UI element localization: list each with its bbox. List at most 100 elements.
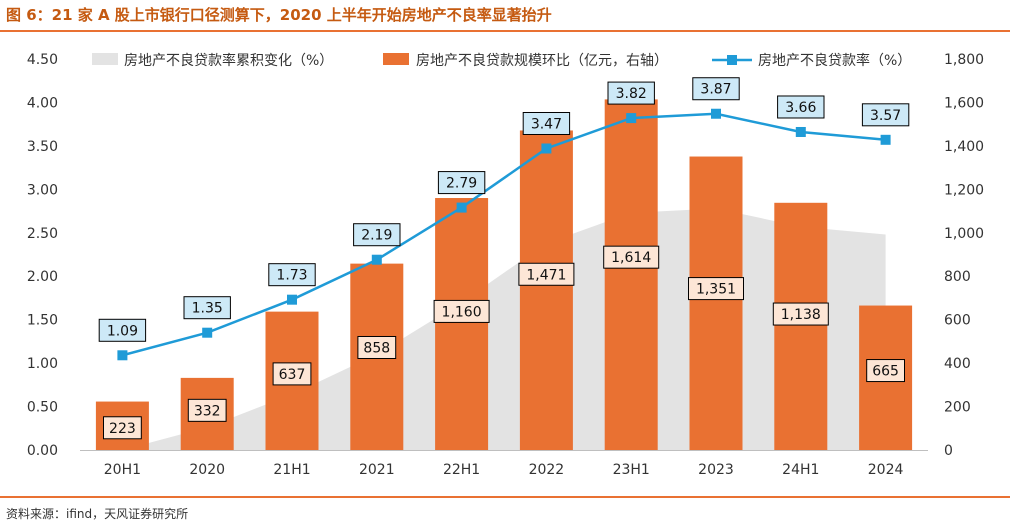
y-right-tick-label: 1,600 — [944, 95, 984, 111]
line-marker-24H1 — [795, 126, 806, 137]
bar-value-label-box — [187, 398, 227, 422]
line-marker-23H1 — [626, 113, 637, 124]
line-value-label-box — [861, 103, 910, 127]
bar-value-label: 332 — [194, 403, 221, 419]
line-value-label: 2.19 — [361, 228, 392, 244]
line-value-label: 3.57 — [870, 108, 901, 124]
x-tick-label: 24H1 — [782, 462, 819, 478]
y-right-tick-label: 400 — [944, 356, 971, 372]
legend-swatch-marker — [727, 55, 737, 65]
bar-value-label-box — [357, 335, 397, 359]
line-marker-2020 — [202, 327, 213, 338]
line-marker-22H1 — [456, 202, 467, 213]
x-tick-label: 2020 — [189, 462, 225, 478]
line-value-label-box — [692, 77, 740, 101]
line-value-label-box — [522, 111, 571, 135]
line-value-label: 3.87 — [700, 82, 731, 98]
line-value-label: 1.35 — [192, 301, 223, 317]
bar-2022 — [519, 130, 573, 450]
y-right-tick-label: 200 — [944, 400, 971, 416]
bar-value-label-box — [518, 262, 575, 286]
y-left-tick-label: 1.00 — [27, 356, 58, 372]
bar-value-label: 1,351 — [696, 282, 736, 298]
y-left-tick-label: 1.50 — [27, 313, 58, 329]
area-series-shape — [122, 208, 886, 450]
bar-value-label: 665 — [872, 364, 899, 380]
bar-24H1 — [774, 202, 828, 450]
y-right-tick-label: 800 — [944, 269, 971, 285]
y-right-tick-label: 1,400 — [944, 139, 984, 155]
y-left-tick-label: 3.50 — [27, 139, 58, 155]
line-marker-2021 — [371, 254, 382, 265]
x-tick-label: 2021 — [359, 462, 395, 478]
x-tick-label: 2022 — [529, 462, 565, 478]
x-tick-label: 2024 — [868, 462, 904, 478]
x-tick-label: 2023 — [698, 462, 734, 478]
area-series-layer — [122, 208, 886, 450]
y-left-tick-label: 2.50 — [27, 226, 58, 242]
legend-swatch-bar — [383, 53, 409, 65]
bar-value-label-box — [272, 362, 312, 386]
line-value-label-box — [353, 223, 401, 247]
line-value-label-box — [777, 95, 825, 119]
bar-value-label: 1,138 — [781, 307, 821, 323]
line-value-label: 3.47 — [531, 116, 562, 132]
y-left-tick-label: 0.50 — [27, 400, 58, 416]
y-right-tick-label: 1,200 — [944, 182, 984, 198]
line-value-label: 3.66 — [785, 100, 816, 116]
y-left-tick-label: 2.00 — [27, 269, 58, 285]
bar-value-label-box — [772, 302, 829, 326]
line-value-label-box — [268, 263, 316, 287]
y-left-tick-label: 3.00 — [27, 182, 58, 198]
line-marker-20H1 — [117, 350, 128, 361]
y-right-tick-label: 1,800 — [944, 52, 984, 68]
axes-layer: 0.00 0.50 1.00 1.50 2.00 2.50 3.00 3.50 4.00 4.50… — [27, 52, 984, 478]
y-right-tick-label: 1,000 — [944, 226, 984, 242]
bar-value-label: 1,614 — [611, 250, 651, 266]
bar-23H1 — [604, 99, 658, 451]
y-left-tick-label: 4.50 — [27, 52, 58, 68]
line-marker-21H1 — [287, 294, 297, 305]
line-value-label: 3.82 — [616, 86, 647, 102]
y-left-tick-label: 4.00 — [27, 95, 58, 111]
chart-title: 图 6：21 家 A 股上市银行口径测算下，2020 上半年开始房地产不良率显著… — [6, 6, 552, 24]
line-series-path — [122, 112, 886, 357]
y-right-tick-label: 600 — [944, 313, 971, 329]
footer-divider — [0, 496, 1010, 498]
line-series-layer — [117, 108, 891, 361]
line-value-label-box — [98, 318, 147, 342]
combo-chart: 房地产不良贷款率累积变化（%） 房地产不良贷款规模环比（亿元，右轴） 房地产不良贷款… — [27, 52, 984, 478]
bar-22H1 — [435, 198, 489, 450]
bar-value-label: 1,471 — [526, 267, 566, 283]
bar-value-label-box — [433, 299, 490, 323]
legend-swatch-area — [92, 53, 118, 65]
bar-2023 — [689, 156, 743, 450]
bar-value-label: 858 — [363, 340, 390, 356]
bar-value-label-box — [688, 277, 744, 301]
line-value-label: 2.79 — [446, 176, 477, 192]
line-value-label-box — [183, 296, 231, 320]
legend-label-area: 房地产不良贷款率累积变化（%） — [124, 52, 333, 69]
bar-value-label-box — [866, 359, 906, 383]
x-tick-label: 20H1 — [104, 462, 141, 478]
header-divider — [0, 30, 1010, 32]
x-tick-label: 21H1 — [273, 462, 310, 478]
line-value-label-box — [437, 171, 486, 195]
legend-label-line: 房地产不良贷款率（%） — [758, 52, 911, 69]
line-value-label: 1.73 — [276, 268, 307, 284]
y-right-tick-label: 0 — [944, 443, 953, 459]
x-tick-label: 22H1 — [443, 462, 480, 478]
legend-label-bar: 房地产不良贷款规模环比（亿元，右轴） — [416, 53, 668, 69]
bar-value-label: 637 — [279, 367, 306, 383]
line-marker-2024 — [880, 134, 891, 145]
y-left-tick-label: 0.00 — [27, 443, 58, 459]
line-marker-2023 — [711, 108, 721, 119]
bar-value-label-box — [103, 416, 142, 440]
bar-value-label: 223 — [109, 421, 136, 437]
line-value-label-box — [607, 81, 655, 105]
line-value-label: 1.09 — [107, 323, 138, 339]
bar-value-label: 1,160 — [442, 304, 482, 320]
chart-legend: 房地产不良贷款率累积变化（%） 房地产不良贷款规模环比（亿元，右轴） 房地产不良贷款… — [92, 52, 911, 69]
source-note: 资料来源：ifind，天风证券研究所 — [6, 507, 189, 521]
bar-value-label-box — [603, 245, 660, 269]
